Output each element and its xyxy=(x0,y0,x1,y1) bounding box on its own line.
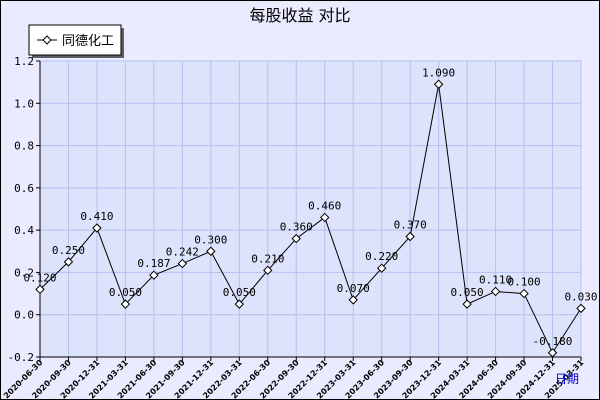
y-tick-label: -0.2 xyxy=(8,351,35,364)
data-label: 1.090 xyxy=(422,66,455,79)
data-point-marker xyxy=(320,212,330,223)
chart-title: 每股收益 对比 xyxy=(249,6,350,25)
data-label: 0.030 xyxy=(564,290,597,303)
data-label: 0.360 xyxy=(280,221,313,234)
legend-entry-label: 同德化工 xyxy=(62,34,114,49)
data-point-marker xyxy=(120,299,131,309)
data-label: 0.250 xyxy=(52,244,85,257)
series-line xyxy=(39,84,582,354)
data-point-marker xyxy=(519,288,529,299)
data-point-marker xyxy=(263,265,273,276)
y-tick-label: 0.6 xyxy=(14,182,34,195)
x-axis-tick-labels: 2020-06-302020-09-302020-12-312021-03-31… xyxy=(2,357,586,400)
data-point-marker xyxy=(291,233,301,244)
data-label: 0.187 xyxy=(137,257,170,270)
y-tick-label: 0.0 xyxy=(14,309,34,322)
data-point-marker xyxy=(576,303,586,314)
data-point-marker xyxy=(547,348,558,358)
data-point-marker xyxy=(433,79,444,89)
data-label: 0.460 xyxy=(308,199,341,212)
data-label: 0.050 xyxy=(451,286,484,299)
y-tick-label: 1.0 xyxy=(14,97,34,110)
series-tongde-chemical xyxy=(35,79,586,358)
data-label: 0.242 xyxy=(166,246,199,259)
data-point-marker xyxy=(149,270,159,280)
data-point-marker xyxy=(348,295,358,305)
data-label: 0.100 xyxy=(507,276,540,289)
y-tick-label: 0.4 xyxy=(14,224,34,237)
data-label: 0.220 xyxy=(365,250,398,263)
data-label: 0.370 xyxy=(394,218,427,231)
data-label: -0.180 xyxy=(533,335,573,348)
y-axis-tick-labels: 1.2 1.0 0.8 0.6 0.4 0.2 0.0 -0.2 xyxy=(8,55,40,364)
data-label: 0.110 xyxy=(479,273,512,286)
data-point-marker xyxy=(63,257,74,267)
legend-diamond-marker-icon xyxy=(42,35,52,45)
grid-lines xyxy=(39,60,582,358)
data-point-marker xyxy=(206,246,216,256)
y-tick-label: 0.2 xyxy=(14,266,34,279)
data-label: 0.210 xyxy=(251,252,284,265)
legend: 同德化工 xyxy=(28,24,124,58)
y-tick-label: 1.2 xyxy=(14,55,34,68)
y-tick-label: 0.8 xyxy=(14,140,34,153)
data-point-marker xyxy=(376,263,387,273)
data-point-marker xyxy=(462,299,472,309)
data-label: 0.300 xyxy=(194,233,227,246)
data-label: 0.120 xyxy=(23,271,56,284)
data-point-marker xyxy=(92,223,102,233)
data-label: 0.050 xyxy=(223,286,256,299)
x-axis-label: 日期 xyxy=(555,372,579,386)
plot-area xyxy=(40,61,581,357)
data-point-marker xyxy=(234,299,245,309)
axes xyxy=(39,61,581,358)
data-point-marker xyxy=(177,258,188,269)
data-label: 0.070 xyxy=(337,282,370,295)
data-label: 0.410 xyxy=(80,210,113,223)
data-point-marker xyxy=(35,284,45,295)
data-point-marker xyxy=(405,231,415,242)
data-point-marker xyxy=(490,286,501,297)
data-label: 0.050 xyxy=(109,286,142,299)
